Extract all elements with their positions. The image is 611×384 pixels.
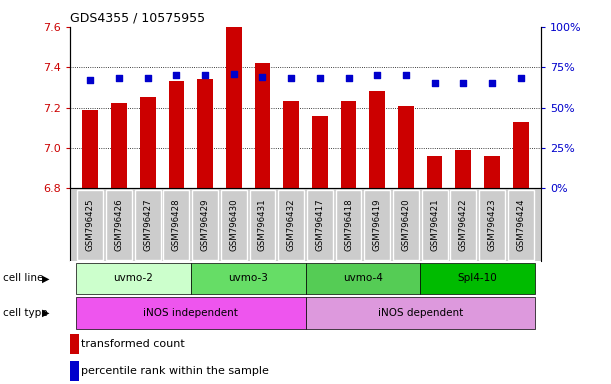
- Point: [143, 75, 153, 81]
- Text: GSM796418: GSM796418: [344, 198, 353, 251]
- FancyBboxPatch shape: [393, 190, 419, 260]
- Text: GSM796427: GSM796427: [143, 198, 152, 251]
- Bar: [70, 334, 79, 354]
- Text: GDS4355 / 10575955: GDS4355 / 10575955: [70, 11, 205, 24]
- Text: GSM796422: GSM796422: [459, 198, 468, 251]
- FancyBboxPatch shape: [249, 190, 276, 260]
- FancyBboxPatch shape: [479, 190, 505, 260]
- Bar: [420, 263, 535, 294]
- Text: GSM796423: GSM796423: [488, 198, 497, 251]
- FancyBboxPatch shape: [221, 190, 247, 260]
- Text: GSM796419: GSM796419: [373, 199, 382, 251]
- Text: GSM796430: GSM796430: [229, 198, 238, 251]
- Bar: [455, 150, 471, 188]
- Bar: [140, 98, 156, 188]
- Bar: [111, 104, 127, 188]
- Point: [200, 72, 210, 78]
- Bar: [484, 156, 500, 188]
- Text: uvmo-2: uvmo-2: [114, 273, 153, 283]
- Text: cell type: cell type: [3, 308, 48, 318]
- Point: [315, 75, 324, 81]
- Text: GSM796432: GSM796432: [287, 198, 296, 251]
- FancyBboxPatch shape: [335, 190, 362, 260]
- Point: [372, 72, 382, 78]
- Text: transformed count: transformed count: [81, 339, 185, 349]
- Bar: [169, 81, 185, 188]
- Text: GSM796425: GSM796425: [86, 198, 95, 251]
- Bar: [197, 79, 213, 188]
- Point: [172, 72, 181, 78]
- Bar: [426, 156, 442, 188]
- Point: [229, 71, 239, 77]
- Bar: [306, 263, 420, 294]
- Text: GSM796431: GSM796431: [258, 198, 267, 251]
- Text: GSM796421: GSM796421: [430, 198, 439, 251]
- Text: GSM796429: GSM796429: [200, 199, 210, 251]
- Point: [516, 75, 525, 81]
- FancyBboxPatch shape: [422, 190, 447, 260]
- Bar: [341, 101, 356, 188]
- FancyBboxPatch shape: [192, 190, 218, 260]
- Point: [86, 77, 95, 83]
- Bar: [76, 263, 191, 294]
- Bar: [284, 101, 299, 188]
- Text: percentile rank within the sample: percentile rank within the sample: [81, 366, 269, 376]
- Text: Spl4-10: Spl4-10: [458, 273, 497, 283]
- Text: GSM796424: GSM796424: [516, 198, 525, 251]
- Bar: [191, 263, 306, 294]
- Point: [487, 80, 497, 86]
- FancyBboxPatch shape: [278, 190, 304, 260]
- Text: GSM796428: GSM796428: [172, 198, 181, 251]
- Bar: [312, 116, 327, 188]
- Bar: [70, 361, 79, 381]
- FancyBboxPatch shape: [78, 190, 103, 260]
- FancyBboxPatch shape: [364, 190, 390, 260]
- FancyBboxPatch shape: [106, 190, 132, 260]
- FancyBboxPatch shape: [450, 190, 476, 260]
- Bar: [369, 91, 385, 188]
- FancyBboxPatch shape: [164, 190, 189, 260]
- FancyBboxPatch shape: [508, 190, 533, 260]
- Text: uvmo-3: uvmo-3: [228, 273, 268, 283]
- Bar: [306, 297, 535, 329]
- Point: [430, 80, 439, 86]
- Point: [401, 72, 411, 78]
- Text: ▶: ▶: [42, 273, 49, 283]
- Point: [287, 75, 296, 81]
- Text: ▶: ▶: [42, 308, 49, 318]
- FancyBboxPatch shape: [307, 190, 333, 260]
- Bar: [398, 106, 414, 188]
- Text: GSM796426: GSM796426: [114, 198, 123, 251]
- Text: GSM796417: GSM796417: [315, 198, 324, 251]
- FancyBboxPatch shape: [135, 190, 161, 260]
- Text: iNOS independent: iNOS independent: [144, 308, 238, 318]
- Text: iNOS dependent: iNOS dependent: [378, 308, 463, 318]
- Point: [114, 75, 124, 81]
- Text: cell line: cell line: [3, 273, 43, 283]
- Point: [343, 75, 353, 81]
- Text: uvmo-4: uvmo-4: [343, 273, 383, 283]
- Bar: [76, 297, 306, 329]
- Bar: [226, 27, 242, 188]
- Bar: [513, 122, 529, 188]
- Bar: [255, 63, 270, 188]
- Point: [258, 74, 268, 80]
- Point: [458, 80, 468, 86]
- Bar: [82, 109, 98, 188]
- Text: GSM796420: GSM796420: [401, 198, 411, 251]
